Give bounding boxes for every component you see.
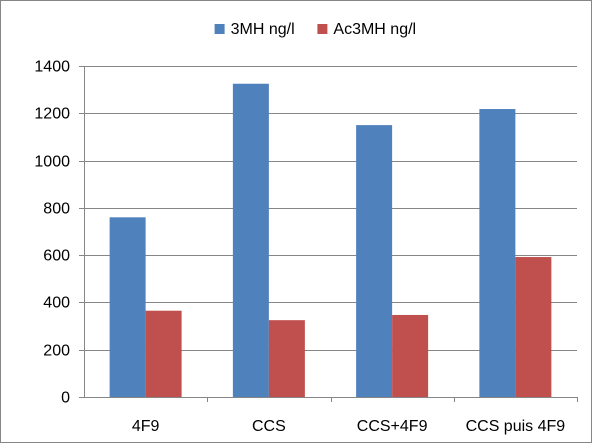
legend-label-0: 3MH ng/l — [231, 21, 295, 38]
y-axis-ticks: 0 200 400 600 800 1000 1200 1400 — [34, 59, 85, 407]
y-tick-label-200: 200 — [43, 343, 70, 360]
bar-3mh-0 — [109, 217, 146, 397]
y-tick-label-400: 400 — [43, 295, 70, 312]
y-tick-label-800: 800 — [43, 201, 70, 218]
y-tick-label-1200: 1200 — [34, 106, 70, 123]
bar-3mh-2 — [356, 125, 393, 397]
y-tick-label-1400: 1400 — [34, 59, 70, 76]
legend-label-1: Ac3MH ng/l — [333, 21, 416, 38]
bar-3mh-1 — [232, 83, 269, 397]
x-tick-label-0: 4F9 — [132, 418, 160, 435]
y-tick-label-600: 600 — [43, 248, 70, 265]
bars — [109, 83, 552, 397]
bar-ac3mh-3 — [515, 257, 552, 397]
legend-swatch-1 — [317, 24, 328, 34]
bar-ac3mh-2 — [392, 314, 429, 397]
y-tick-label-1000: 1000 — [34, 154, 70, 171]
legend-swatch-0 — [214, 24, 225, 34]
x-axis-ticks: 4F9 CCS CCS+4F9 CCS puis 4F9 — [84, 397, 578, 435]
bar-ac3mh-0 — [145, 310, 182, 397]
y-tick-label-0: 0 — [61, 390, 70, 407]
gridlines — [84, 66, 577, 351]
legend: 3MH ng/l Ac3MH ng/l — [214, 21, 416, 38]
bar-3mh-3 — [479, 109, 516, 397]
x-tick-label-2: CCS+4F9 — [357, 418, 428, 435]
x-tick-label-1: CCS — [252, 418, 286, 435]
x-tick-label-3: CCS puis 4F9 — [466, 418, 566, 435]
bar-ac3mh-1 — [268, 320, 305, 397]
